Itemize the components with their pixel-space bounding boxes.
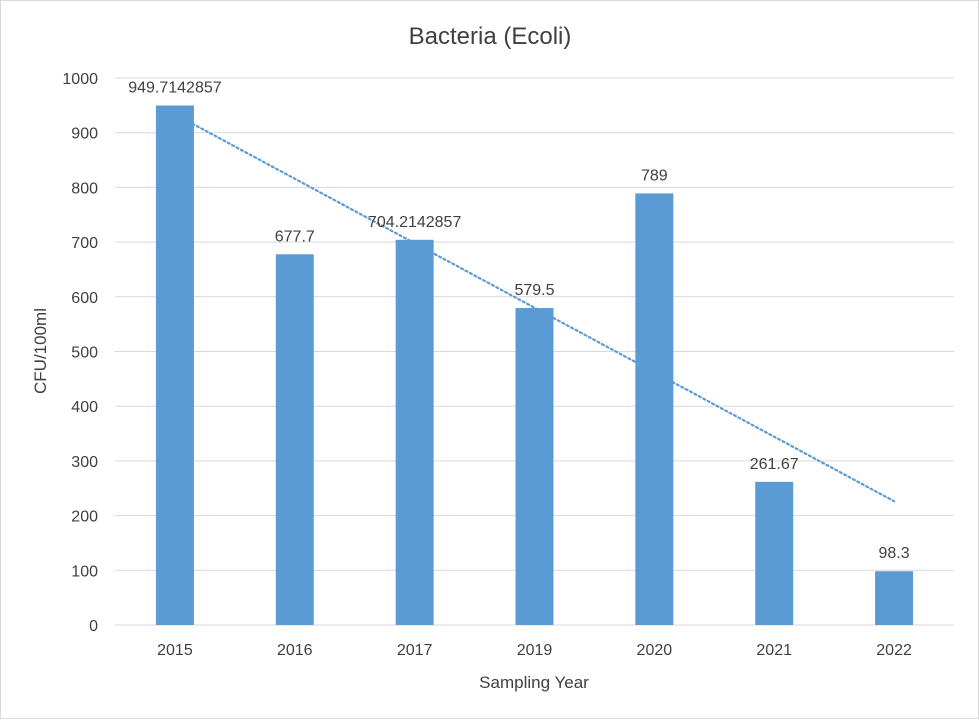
bar xyxy=(275,254,314,625)
y-tick-label: 1000 xyxy=(62,71,98,88)
bar xyxy=(395,239,434,625)
y-tick-label: 200 xyxy=(71,509,98,526)
bar xyxy=(155,105,194,625)
x-axis-title: Sampling Year xyxy=(479,673,589,692)
y-tick-label: 700 xyxy=(71,235,98,252)
data-labels: 949.7142857 677.7 704.2142857 579.5 789 261.6… xyxy=(128,80,910,563)
bar xyxy=(515,308,554,625)
chart-title: Bacteria (Ecoli) xyxy=(409,23,572,50)
trendline xyxy=(173,113,896,503)
y-tick-labels: 0 100 200 300 400 500 600 700 800 900 1000 xyxy=(62,71,98,635)
data-label: 789 xyxy=(641,167,668,184)
x-tick-label: 2021 xyxy=(756,642,792,659)
y-tick-label: 100 xyxy=(71,563,98,580)
x-tick-label: 2022 xyxy=(876,642,912,659)
gridlines xyxy=(115,77,954,626)
y-tick-label: 600 xyxy=(71,290,98,307)
x-tick-label: 2017 xyxy=(397,642,433,659)
y-tick-label: 300 xyxy=(71,454,98,471)
x-tick-label: 2020 xyxy=(637,642,673,659)
bar xyxy=(635,193,674,626)
x-tick-label: 2019 xyxy=(517,642,553,659)
x-tick-label: 2015 xyxy=(157,642,193,659)
y-tick-label: 400 xyxy=(71,399,98,416)
x-tick-label: 2016 xyxy=(277,642,313,659)
x-tick-labels: 2015 2016 2017 2019 2020 2021 2022 xyxy=(157,642,912,659)
bars xyxy=(155,105,914,626)
data-label: 949.7142857 xyxy=(128,80,222,97)
y-axis-title: CFU/100ml xyxy=(31,308,50,394)
bar xyxy=(755,481,794,625)
bar xyxy=(875,571,914,625)
y-tick-label: 800 xyxy=(71,180,98,197)
y-tick-label: 900 xyxy=(71,126,98,143)
data-label: 704.2142857 xyxy=(368,214,462,231)
data-label: 98.3 xyxy=(879,545,910,562)
trendline-group xyxy=(173,113,896,503)
y-tick-label: 500 xyxy=(71,345,98,362)
data-label: 677.7 xyxy=(275,228,315,245)
data-label: 261.67 xyxy=(750,456,799,473)
y-tick-label: 0 xyxy=(89,618,98,635)
data-label: 579.5 xyxy=(514,282,554,299)
